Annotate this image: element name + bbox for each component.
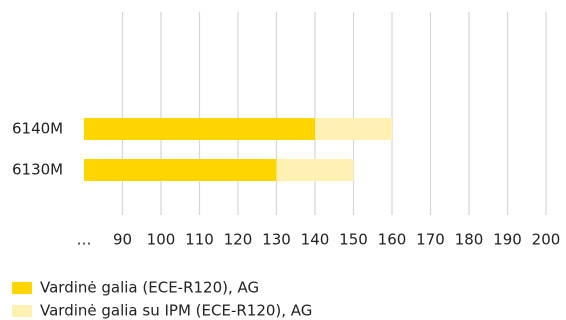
category-label: 6130M (12, 161, 63, 179)
x-tick-label: 120 (224, 231, 253, 249)
x-tick-label: 180 (455, 231, 484, 249)
x-tick-label: 110 (185, 231, 214, 249)
legend-swatch (12, 305, 32, 317)
x-tick-label: 190 (493, 231, 522, 249)
category-label: 6140M (12, 120, 63, 138)
x-tick-label: … (77, 231, 92, 249)
x-tick-label: 170 (416, 231, 445, 249)
x-tick-label: 160 (378, 231, 407, 249)
legend-label: Vardinė galia su IPM (ECE-R120), AG (40, 302, 312, 320)
x-tick-label: 100 (147, 231, 176, 249)
legend-swatch (12, 282, 32, 294)
bar-segment (315, 118, 392, 140)
bar-segment (84, 159, 277, 181)
bar-segment (84, 118, 315, 140)
x-tick-label: 140 (301, 231, 330, 249)
x-tick-label: 90 (113, 231, 132, 249)
bar-segment (276, 159, 354, 181)
x-tick-label: 200 (532, 231, 561, 249)
x-tick-label: 130 (262, 231, 291, 249)
x-tick-label: 150 (339, 231, 368, 249)
legend-label: Vardinė galia (ECE-R120), AG (40, 279, 259, 297)
